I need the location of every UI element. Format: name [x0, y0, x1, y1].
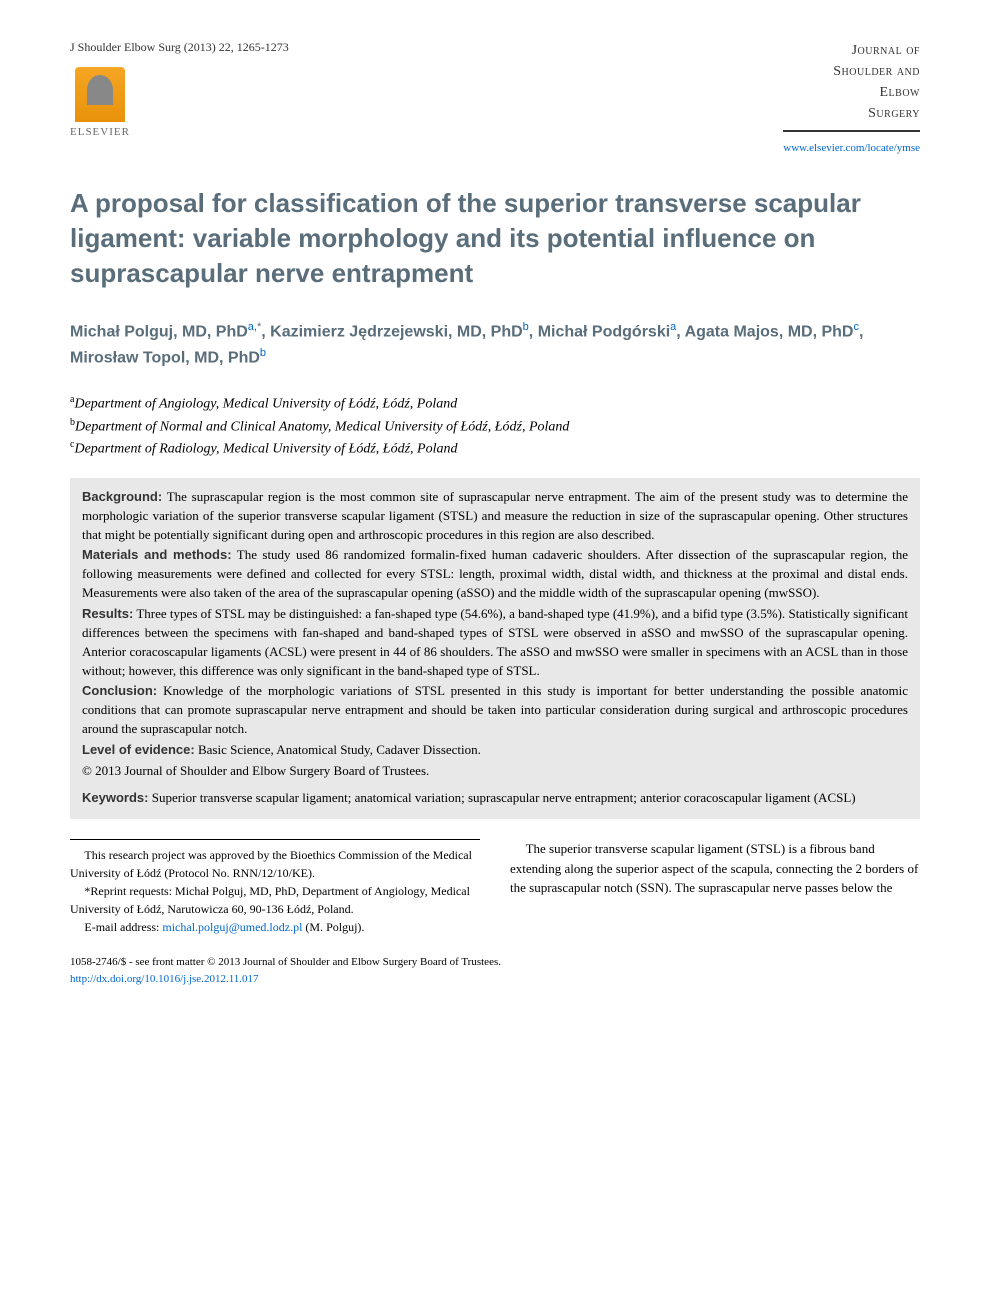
journal-name: Journal of Shoulder and Elbow Surgery: [783, 40, 920, 132]
footer-right-column: The superior transverse scapular ligamen…: [510, 839, 920, 936]
reprint-label: *Reprint requests:: [84, 884, 175, 898]
abstract-conclusion: Conclusion: Knowledge of the morphologic…: [82, 682, 908, 739]
author-corr-sup: *: [257, 321, 261, 333]
affiliation-item: bDepartment of Normal and Clinical Anato…: [70, 415, 920, 438]
author-list: Michał Polguj, MD, PhDa,*, Kazimierz Jęd…: [70, 319, 920, 370]
reprint-requests: *Reprint requests: Michał Polguj, MD, Ph…: [70, 882, 480, 918]
abstract-box: Background: The suprascapular region is …: [70, 478, 920, 820]
corresponding-email-link[interactable]: michal.polguj@umed.lodz.pl: [162, 920, 302, 934]
abstract-copyright: © 2013 Journal of Shoulder and Elbow Sur…: [82, 762, 908, 781]
abstract-methods: Materials and methods: The study used 86…: [82, 546, 908, 603]
affil-text: Department of Radiology, Medical Univers…: [74, 442, 457, 457]
abstract-results: Results: Three types of STSL may be dist…: [82, 605, 908, 680]
abstract-label: Results:: [82, 606, 133, 621]
citation-text: J Shoulder Elbow Surg (2013) 22, 1265-12…: [70, 40, 289, 55]
journal-name-line1: Journal of: [852, 43, 920, 58]
author-name: Michał Polguj, MD, PhD: [70, 324, 248, 341]
affil-text: Department of Normal and Clinical Anatom…: [75, 419, 569, 434]
bottom-metadata: 1058-2746/$ - see front matter © 2013 Jo…: [70, 954, 920, 987]
author-name: Agata Majos, MD, PhD: [685, 324, 854, 341]
abstract-keywords: Keywords: Superior transverse scapular l…: [82, 789, 908, 808]
elsevier-tree-icon: [75, 67, 125, 122]
journal-name-line3: Elbow: [880, 85, 921, 100]
journal-homepage-link[interactable]: www.elsevier.com/locate/ymse: [783, 142, 920, 154]
abstract-text: Three types of STSL may be distinguished…: [82, 606, 908, 678]
author-affil-sup[interactable]: a: [670, 321, 676, 333]
abstract-text: Superior transverse scapular ligament; a…: [148, 790, 855, 805]
affil-text: Department of Angiology, Medical Univers…: [74, 397, 457, 412]
issn-line: 1058-2746/$ - see front matter © 2013 Jo…: [70, 954, 920, 971]
journal-name-line2: Shoulder and: [833, 64, 920, 79]
footer-columns: This research project was approved by th…: [70, 839, 920, 936]
journal-name-line4: Surgery: [868, 106, 920, 121]
publisher-name: ELSEVIER: [70, 126, 130, 138]
author-name: Kazimierz Jędrzejewski, MD, PhD: [270, 324, 523, 341]
abstract-label: Conclusion:: [82, 683, 157, 698]
header-left: J Shoulder Elbow Surg (2013) 22, 1265-12…: [70, 40, 289, 138]
abstract-label: Materials and methods:: [82, 547, 232, 562]
abstract-label: Background:: [82, 489, 162, 504]
author-affil-sup[interactable]: a,: [248, 321, 257, 333]
abstract-text: Basic Science, Anatomical Study, Cadaver…: [195, 742, 481, 757]
abstract-label: Keywords:: [82, 790, 148, 805]
abstract-label: Level of evidence:: [82, 742, 195, 757]
abstract-text: Knowledge of the morphologic variations …: [82, 683, 908, 736]
email-label: E-mail address:: [84, 920, 162, 934]
author-name: Michał Podgórski: [538, 324, 670, 341]
doi-link[interactable]: http://dx.doi.org/10.1016/j.jse.2012.11.…: [70, 973, 259, 985]
affiliation-item: cDepartment of Radiology, Medical Univer…: [70, 437, 920, 460]
body-intro-paragraph: The superior transverse scapular ligamen…: [510, 839, 920, 898]
email-line: E-mail address: michal.polguj@umed.lodz.…: [70, 918, 480, 936]
article-title: A proposal for classification of the sup…: [70, 186, 920, 291]
ethics-statement: This research project was approved by th…: [70, 846, 480, 882]
author-affil-sup[interactable]: b: [523, 321, 529, 333]
footer-left-column: This research project was approved by th…: [70, 839, 480, 936]
abstract-background: Background: The suprascapular region is …: [82, 488, 908, 545]
page-header: J Shoulder Elbow Surg (2013) 22, 1265-12…: [70, 40, 920, 156]
abstract-loe: Level of evidence: Basic Science, Anatom…: [82, 741, 908, 760]
author-name: Mirosław Topol, MD, PhD: [70, 349, 260, 366]
affiliation-item: aDepartment of Angiology, Medical Univer…: [70, 392, 920, 415]
author-affil-sup[interactable]: b: [260, 347, 266, 359]
header-right: Journal of Shoulder and Elbow Surgery ww…: [783, 40, 920, 156]
abstract-text: The suprascapular region is the most com…: [82, 489, 908, 542]
affiliation-list: aDepartment of Angiology, Medical Univer…: [70, 392, 920, 460]
publisher-logo: ELSEVIER: [70, 67, 130, 138]
email-suffix: (M. Polguj).: [302, 920, 364, 934]
author-affil-sup[interactable]: c: [853, 321, 859, 333]
